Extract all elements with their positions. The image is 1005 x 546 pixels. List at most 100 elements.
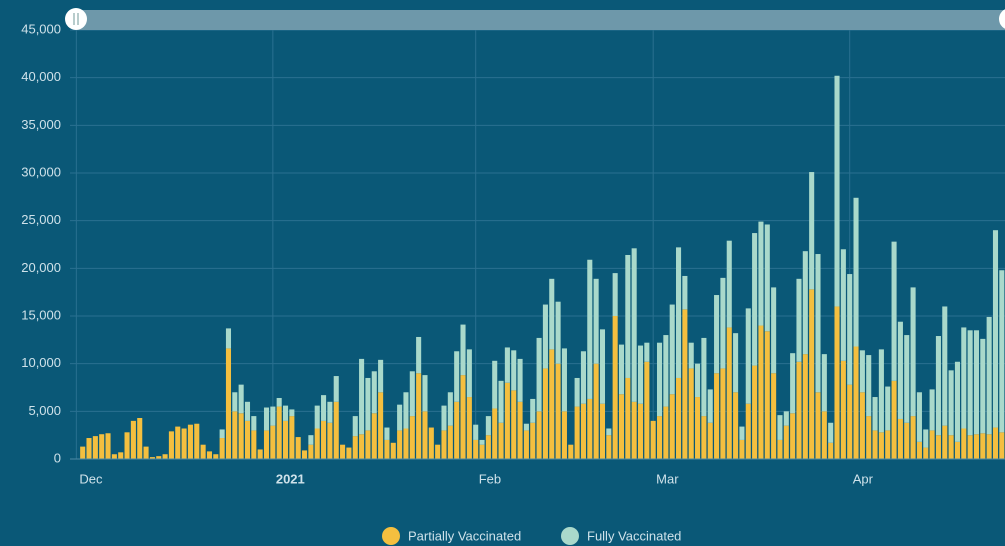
- bar-segment: [80, 446, 86, 459]
- bar-segment: [213, 454, 219, 459]
- bar-segment: [498, 422, 504, 459]
- bar-segment: [302, 450, 308, 459]
- bar-segment: [948, 370, 954, 436]
- bar-segment: [289, 416, 295, 459]
- bar-segment: [397, 430, 403, 459]
- bar-segment: [821, 354, 827, 412]
- bar-segment: [257, 449, 263, 459]
- bar-segment: [156, 456, 162, 459]
- bar-segment: [669, 394, 675, 459]
- bar-segment: [498, 380, 504, 423]
- range-slider-handle[interactable]: [999, 8, 1005, 30]
- bar-segment: [473, 424, 479, 440]
- bar-segment: [124, 432, 130, 459]
- bar-segment: [352, 436, 358, 459]
- bar-segment: [733, 333, 739, 393]
- bar-segment: [618, 394, 625, 459]
- bar-segment: [327, 422, 333, 459]
- bar-segment: [695, 363, 701, 398]
- bar-segment: [840, 249, 846, 361]
- bar-segment: [466, 349, 472, 398]
- bar-segment: [707, 389, 713, 423]
- bar-segment: [523, 430, 529, 459]
- y-tick-label: 45,000: [21, 21, 61, 36]
- bar-segment: [656, 416, 663, 459]
- legend-swatch: [382, 527, 400, 545]
- bar-segment: [219, 429, 225, 439]
- bar-segment: [720, 368, 726, 459]
- y-tick-label: 25,000: [21, 212, 61, 227]
- bar-segment: [244, 420, 251, 459]
- bar-segment: [517, 358, 523, 402]
- y-tick-label: 30,000: [21, 164, 61, 179]
- legend-label: Partially Vaccinated: [408, 528, 521, 543]
- bar-segment: [815, 254, 821, 393]
- bar-segment: [771, 373, 777, 459]
- x-tick-label: Dec: [79, 471, 103, 486]
- bar-segment: [371, 413, 377, 459]
- x-tick-label: 2021: [276, 471, 305, 486]
- bar-segment: [745, 403, 751, 459]
- bar-segment: [422, 411, 428, 459]
- bar-segment: [454, 351, 460, 402]
- bar-segment: [118, 452, 124, 459]
- bar-segment: [574, 406, 580, 459]
- bar-segment: [447, 392, 453, 426]
- range-slider-handle[interactable]: [65, 8, 87, 30]
- bar-segment: [530, 398, 536, 423]
- bar-segment: [523, 423, 529, 431]
- bar-segment: [416, 373, 422, 459]
- bar-segment: [916, 392, 922, 442]
- bar-segment: [714, 295, 720, 374]
- x-tick-label: Apr: [853, 471, 874, 486]
- bar-segment: [568, 444, 574, 459]
- bar-segment: [954, 441, 960, 459]
- bar-segment: [504, 347, 510, 383]
- bar-segment: [904, 335, 910, 423]
- bar-segment: [441, 430, 447, 459]
- bar-segment: [86, 438, 92, 459]
- bar-segment: [973, 434, 980, 459]
- bar-segment: [929, 430, 935, 459]
- bar-segment: [802, 251, 808, 355]
- bar-segment: [777, 415, 783, 440]
- bar-segment: [783, 425, 789, 459]
- bar-segment: [809, 172, 815, 290]
- bar-segment: [853, 197, 859, 347]
- bar-segment: [923, 429, 929, 448]
- bar-segment: [314, 405, 320, 429]
- bar-segment: [612, 316, 618, 459]
- bar-segment: [200, 444, 206, 459]
- bar-segment: [707, 422, 713, 459]
- bar-segment: [840, 360, 846, 459]
- bar-segment: [866, 355, 872, 417]
- bar-segment: [403, 428, 409, 459]
- bar-segment: [359, 434, 365, 459]
- bar-segment: [897, 321, 903, 419]
- bar-segment: [599, 403, 606, 459]
- bar-segment: [580, 351, 586, 404]
- bar-segment: [726, 327, 732, 459]
- bar-segment: [542, 304, 548, 369]
- bar-segment: [593, 363, 599, 459]
- bar-segment: [441, 405, 447, 431]
- bar-segment: [270, 425, 276, 459]
- bar-segment: [308, 435, 314, 445]
- y-tick-label: 35,000: [21, 117, 61, 132]
- bar-segment: [967, 435, 973, 459]
- bar-segment: [726, 240, 732, 328]
- bar-segment: [175, 426, 181, 459]
- range-slider-track[interactable]: [75, 10, 1005, 30]
- bar-segment: [929, 389, 935, 431]
- bar-segment: [663, 335, 669, 407]
- bar-segment: [162, 454, 168, 459]
- bar-segment: [593, 278, 599, 364]
- bar-segment: [587, 398, 593, 459]
- bar-segment: [999, 432, 1005, 459]
- bar-segment: [542, 368, 548, 459]
- bar-segment: [352, 416, 358, 437]
- bar-segment: [752, 233, 758, 366]
- bar-segment: [409, 371, 415, 417]
- bar-segment: [771, 287, 777, 374]
- bar-segment: [321, 420, 327, 459]
